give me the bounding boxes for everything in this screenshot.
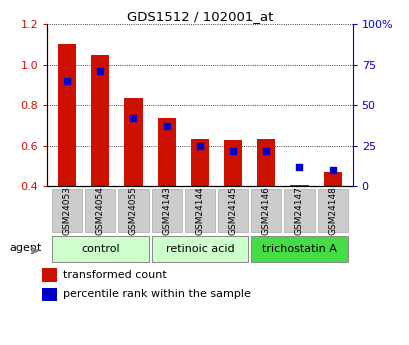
- Title: GDS1512 / 102001_at: GDS1512 / 102001_at: [126, 10, 272, 23]
- Text: GSM24144: GSM24144: [195, 186, 204, 235]
- Point: [229, 148, 236, 154]
- Bar: [124, 98, 142, 186]
- Bar: [251, 189, 281, 232]
- Text: GSM24053: GSM24053: [63, 186, 72, 235]
- Text: GSM24147: GSM24147: [294, 186, 303, 235]
- Bar: [223, 140, 242, 186]
- Bar: [58, 45, 76, 186]
- Text: agent: agent: [9, 243, 42, 253]
- Bar: [251, 236, 347, 263]
- Bar: [151, 236, 247, 263]
- Text: control: control: [81, 244, 119, 254]
- Text: GSM24055: GSM24055: [129, 186, 138, 235]
- Point: [295, 164, 302, 170]
- Bar: [184, 189, 214, 232]
- Point: [64, 78, 70, 83]
- Text: GSM24143: GSM24143: [162, 186, 171, 235]
- Text: percentile rank within the sample: percentile rank within the sample: [63, 289, 250, 299]
- Bar: [91, 55, 109, 186]
- Point: [196, 143, 203, 148]
- Text: transformed count: transformed count: [63, 270, 166, 280]
- Text: retinoic acid: retinoic acid: [165, 244, 234, 254]
- Bar: [284, 189, 314, 232]
- Text: GSM24146: GSM24146: [261, 186, 270, 235]
- Bar: [190, 139, 209, 186]
- Point: [163, 124, 170, 129]
- Bar: [290, 185, 308, 186]
- Bar: [218, 189, 247, 232]
- Point: [328, 167, 335, 173]
- Bar: [52, 189, 82, 232]
- Text: trichostatin A: trichostatin A: [261, 244, 336, 254]
- Point: [130, 116, 137, 121]
- Text: GSM24054: GSM24054: [96, 186, 105, 235]
- Bar: [42, 268, 56, 282]
- Text: GSM24148: GSM24148: [327, 186, 336, 235]
- Bar: [323, 172, 341, 186]
- Point: [262, 148, 269, 154]
- Point: [97, 68, 103, 74]
- Bar: [118, 189, 148, 232]
- Bar: [157, 118, 175, 186]
- Bar: [256, 139, 275, 186]
- Bar: [42, 288, 56, 301]
- Bar: [151, 189, 181, 232]
- Text: GSM24145: GSM24145: [228, 186, 237, 235]
- Bar: [52, 236, 148, 263]
- Bar: [317, 189, 347, 232]
- Bar: [85, 189, 115, 232]
